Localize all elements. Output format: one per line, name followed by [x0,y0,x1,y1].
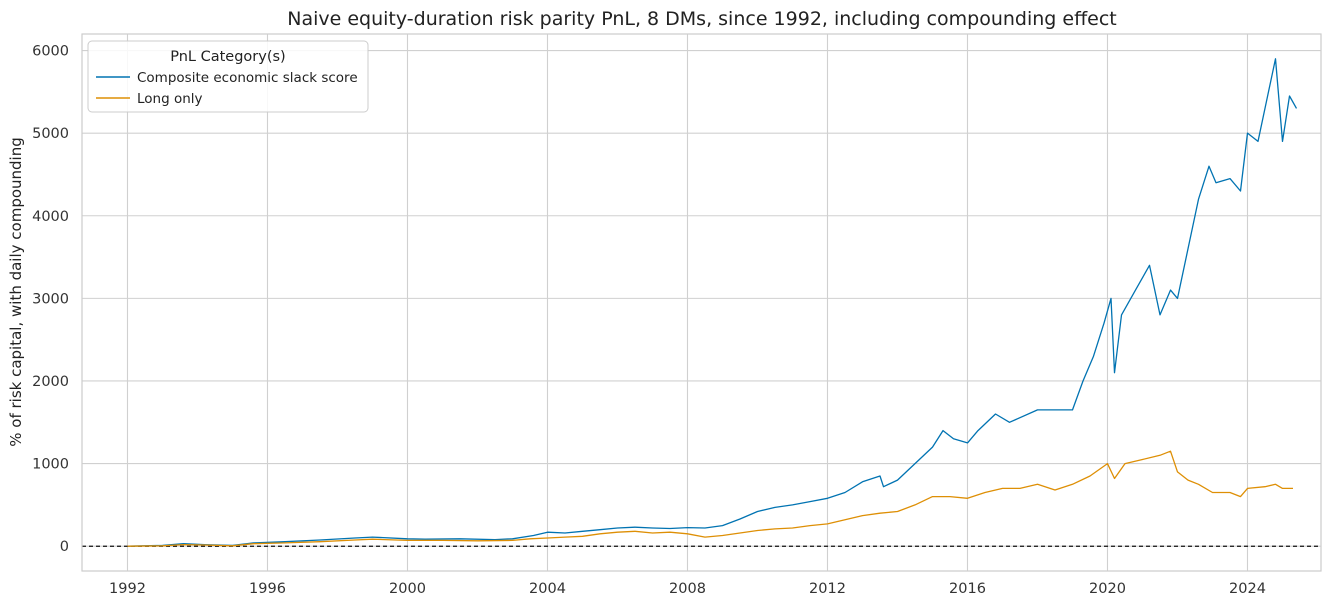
y-tick-label: 5000 [32,126,69,142]
tick-labels: 1992 1996 2000 2004 2008 2012 2016 2020 2024 0 100… [32,44,1266,597]
x-tick-label: 1992 [109,581,146,597]
y-tick-label: 1000 [32,457,69,473]
x-tick-label: 2012 [809,581,846,597]
x-tick-label: 1996 [249,581,286,597]
legend: PnL Category(s) Composite economic slack… [87,40,369,113]
legend-box [87,40,369,113]
y-tick-label: 4000 [32,209,69,225]
y-tick-label: 3000 [32,291,69,307]
x-tick-label: 2020 [1089,581,1126,597]
y-tick-label: 0 [60,539,69,555]
legend-entry-long-only: Long only [137,91,203,107]
x-tick-label: 2000 [389,581,426,597]
x-tick-label: 2016 [949,581,986,597]
y-tick-label: 6000 [32,44,69,60]
x-tick-label: 2008 [669,581,706,597]
plot-frame [81,33,1322,572]
series-line-long-only [127,450,1293,547]
series-lines [127,58,1298,547]
y-tick-label: 2000 [32,374,69,390]
series-line-composite [127,58,1298,547]
legend-entry-composite: Composite economic slack score [137,70,358,86]
x-tick-label: 2024 [1229,581,1266,597]
y-axis-label: % of risk capital, with daily compoundin… [7,137,25,447]
legend-title: PnL Category(s) [170,49,285,65]
chart-title: Naive equity-duration risk parity PnL, 8… [287,8,1117,30]
x-tick-label: 2004 [529,581,566,597]
